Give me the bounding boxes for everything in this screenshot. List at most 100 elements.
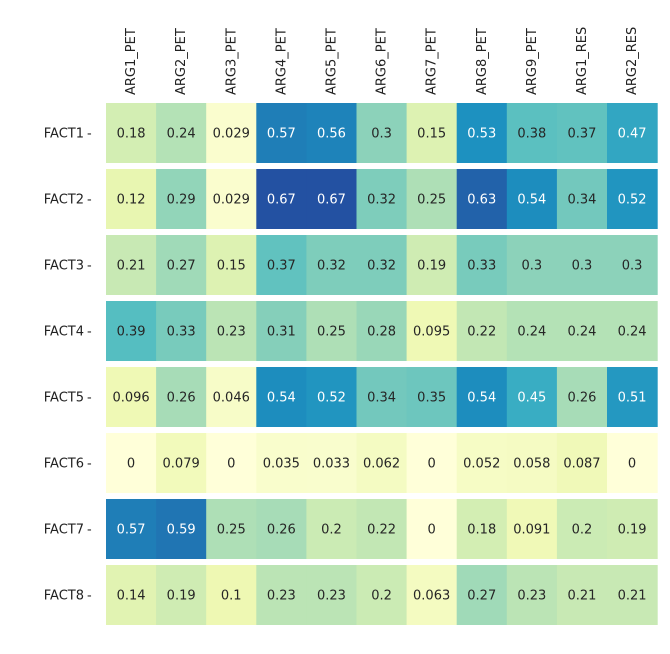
heatmap-cell — [556, 367, 608, 427]
heatmap-cell — [506, 433, 558, 493]
column-labels: ARG1_PET ARG2_PET ARG3_PET ARG4_PET ARG5_PET… — [124, 27, 640, 95]
heatmap-cell — [306, 301, 358, 361]
cell-value-label: 0.57 — [267, 127, 296, 142]
heatmap-cell — [506, 301, 558, 361]
cell-value-label: 0.3 — [572, 259, 593, 274]
cell-value-label: 0.3 — [622, 259, 643, 274]
heatmap-cell — [156, 433, 207, 493]
cell-value-label: 0.033 — [313, 457, 350, 472]
column-label-arg3-pet: ARG3_PET — [224, 28, 239, 95]
cell-value-label: 0.26 — [167, 391, 196, 406]
cell-value-label: 0.12 — [117, 193, 146, 208]
column-label-arg8-pet: ARG8_PET — [475, 28, 490, 95]
heatmap-cell — [456, 499, 508, 559]
heatmap-cell — [306, 235, 358, 295]
heatmap-cell — [356, 103, 408, 163]
row-tick-mark: - — [87, 193, 92, 208]
heatmap-cell — [506, 499, 558, 559]
cell-value-label: 0.33 — [467, 259, 496, 274]
heatmap-cell — [356, 565, 408, 625]
cell-value-label: 0.32 — [367, 193, 396, 208]
cell-value-label: 0.37 — [267, 259, 296, 274]
cell-value-label: 0.37 — [567, 127, 596, 142]
heatmap-cell — [456, 235, 508, 295]
cell-value-label: 0.21 — [618, 589, 647, 604]
row-labels: FACT1 -FACT2 -FACT3 -FACT4 -FACT5 -FACT6 -FACT… — [44, 127, 92, 604]
cell-value-label: 0.59 — [167, 523, 196, 538]
heatmap-cell — [206, 103, 257, 163]
cell-value-label: 0.079 — [163, 457, 200, 472]
cell-value-label: 0.22 — [467, 325, 496, 340]
heatmap-cell — [106, 433, 157, 493]
heatmap-cell — [206, 367, 257, 427]
heatmap-cell — [206, 565, 257, 625]
heatmap-cell — [206, 433, 257, 493]
heatmap-cell — [607, 367, 658, 427]
cell-value-label: 0.087 — [563, 457, 600, 472]
column-label-arg6-pet: ARG6_PET — [375, 28, 390, 95]
cell-value-label: 0 — [628, 457, 636, 472]
cell-value-label: 0.63 — [467, 193, 496, 208]
cell-value-label: 0.14 — [117, 589, 146, 604]
cell-value-label: 0.39 — [117, 325, 146, 340]
heatmap-cells: 0.18 0.24 0.029 0.57 0.56 0.3 0.15 0.53 0.38 0.37… — [106, 103, 658, 625]
cell-value-label: 0.54 — [267, 391, 296, 406]
cell-value-label: 0.53 — [467, 127, 496, 142]
cell-value-label: 0.21 — [567, 589, 596, 604]
cell-value-label: 0.2 — [572, 523, 593, 538]
heatmap-cell — [506, 367, 558, 427]
cell-value-label: 0.26 — [267, 523, 296, 538]
heatmap-cell — [607, 169, 658, 229]
heatmap-cell — [256, 103, 307, 163]
cell-value-label: 0.34 — [367, 391, 396, 406]
heatmap-cell — [456, 433, 508, 493]
heatmap-cell — [406, 301, 458, 361]
heatmap-cell — [556, 235, 608, 295]
cell-value-label: 0.45 — [517, 391, 546, 406]
cell-value-label: 0.54 — [517, 193, 546, 208]
heatmap-cell — [206, 499, 257, 559]
cell-value-label: 0.24 — [618, 325, 647, 340]
heatmap-cell — [156, 235, 207, 295]
cell-value-label: 0.32 — [367, 259, 396, 274]
heatmap-cell — [506, 169, 558, 229]
heatmap-cell — [406, 235, 458, 295]
cell-value-label: 0.32 — [317, 259, 346, 274]
cell-value-label: 0.063 — [413, 589, 450, 604]
cell-value-label: 0.21 — [117, 259, 146, 274]
cell-value-label: 0.24 — [517, 325, 546, 340]
column-label-arg7-pet: ARG7_PET — [425, 28, 440, 95]
cell-value-label: 0.18 — [467, 523, 496, 538]
heatmap-cell — [256, 169, 307, 229]
heatmap-cell — [306, 433, 358, 493]
heatmap-cell — [607, 433, 658, 493]
heatmap-cell — [106, 169, 157, 229]
row-tick-mark: - — [87, 325, 92, 340]
row-tick-mark: - — [87, 589, 92, 604]
cell-value-label: 0.25 — [217, 523, 246, 538]
row-tick-mark: - — [87, 259, 92, 274]
cell-value-label: 0 — [428, 523, 436, 538]
heatmap-cell — [406, 169, 458, 229]
heatmap-cell — [356, 433, 408, 493]
cell-value-label: 0.51 — [618, 391, 647, 406]
cell-value-label: 0.26 — [567, 391, 596, 406]
heatmap-cell — [556, 301, 608, 361]
heatmap-cell — [406, 499, 458, 559]
row-label-fact5: FACT5 — [44, 391, 84, 406]
cell-value-label: 0.47 — [618, 127, 647, 142]
heatmap-cell — [156, 103, 207, 163]
heatmap-cell — [106, 235, 157, 295]
heatmap-cell — [256, 367, 307, 427]
heatmap-cell — [106, 301, 157, 361]
cell-value-label: 0.3 — [371, 127, 392, 142]
heatmap-cell — [506, 235, 558, 295]
heatmap-cell — [607, 565, 658, 625]
heatmap-cell — [256, 235, 307, 295]
heatmap-cell — [306, 103, 358, 163]
cell-value-label: 0.25 — [317, 325, 346, 340]
cell-value-label: 0.24 — [167, 127, 196, 142]
cell-value-label: 0.095 — [413, 325, 450, 340]
column-label-arg5-pet: ARG5_PET — [324, 28, 339, 95]
